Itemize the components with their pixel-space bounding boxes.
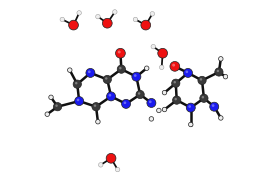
Circle shape (49, 95, 53, 100)
Circle shape (160, 65, 164, 70)
Circle shape (75, 97, 84, 106)
Circle shape (68, 68, 72, 72)
Circle shape (162, 107, 167, 112)
Circle shape (186, 70, 188, 73)
Circle shape (188, 105, 191, 108)
Circle shape (107, 92, 116, 101)
Circle shape (119, 67, 122, 69)
Circle shape (136, 90, 144, 99)
Circle shape (122, 99, 130, 108)
Circle shape (98, 163, 103, 167)
Circle shape (92, 103, 100, 111)
Circle shape (118, 50, 121, 53)
Circle shape (96, 119, 100, 124)
Circle shape (105, 77, 108, 80)
Circle shape (73, 80, 82, 88)
Circle shape (215, 68, 223, 76)
Circle shape (170, 61, 180, 71)
Circle shape (149, 117, 154, 121)
Circle shape (117, 65, 126, 73)
Circle shape (123, 101, 126, 104)
Circle shape (218, 116, 223, 120)
Circle shape (162, 90, 167, 95)
Circle shape (172, 79, 180, 87)
Circle shape (174, 98, 177, 100)
Circle shape (109, 94, 111, 97)
Circle shape (151, 44, 155, 49)
Circle shape (132, 72, 141, 81)
Circle shape (223, 74, 228, 79)
Circle shape (147, 98, 156, 107)
Circle shape (115, 167, 120, 172)
Circle shape (96, 14, 100, 19)
Circle shape (202, 96, 204, 98)
Circle shape (69, 20, 78, 30)
Circle shape (189, 122, 193, 127)
Circle shape (75, 82, 77, 84)
Circle shape (149, 101, 152, 103)
Circle shape (186, 103, 195, 112)
Circle shape (106, 153, 116, 163)
Circle shape (138, 92, 140, 95)
Circle shape (172, 64, 175, 67)
Circle shape (157, 108, 161, 113)
Circle shape (144, 66, 149, 70)
Circle shape (212, 104, 214, 107)
Circle shape (77, 11, 82, 15)
Circle shape (200, 78, 202, 81)
Circle shape (210, 102, 219, 111)
Circle shape (218, 57, 223, 61)
Circle shape (217, 70, 219, 72)
Circle shape (133, 17, 138, 22)
Circle shape (45, 112, 49, 116)
Circle shape (158, 48, 168, 58)
Circle shape (200, 94, 208, 102)
Circle shape (102, 18, 112, 28)
Circle shape (94, 105, 96, 107)
Circle shape (198, 76, 206, 84)
Circle shape (54, 103, 62, 111)
Circle shape (174, 81, 176, 84)
Circle shape (55, 105, 58, 107)
Circle shape (112, 10, 117, 14)
Circle shape (60, 17, 65, 22)
Circle shape (88, 70, 91, 73)
Circle shape (141, 20, 151, 30)
Circle shape (134, 74, 137, 77)
Circle shape (86, 68, 95, 77)
Circle shape (116, 48, 125, 58)
Circle shape (77, 99, 79, 101)
Circle shape (173, 96, 181, 104)
Circle shape (150, 12, 155, 16)
Circle shape (103, 75, 111, 84)
Circle shape (183, 68, 193, 77)
